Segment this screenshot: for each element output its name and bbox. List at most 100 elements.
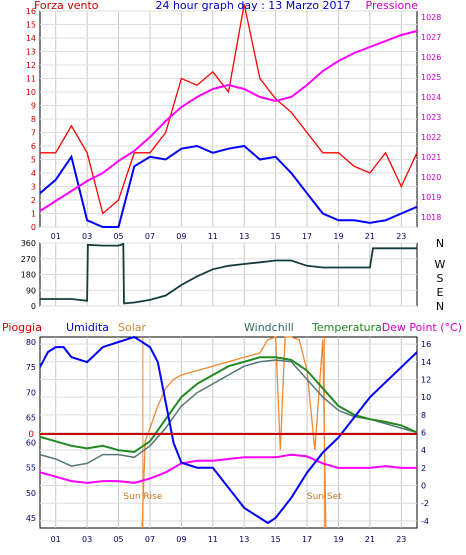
solar-line	[141, 336, 327, 529]
temperature-tick-label: 2	[421, 464, 426, 473]
pressure-tick-label: 1021	[421, 153, 441, 162]
hour-tick-label: 19	[333, 535, 343, 544]
pressure-tick-label: 1023	[421, 113, 441, 122]
hour-tick-label: 05	[113, 535, 123, 544]
wind-speed-tick-label: 8	[31, 115, 36, 124]
hour-tick-label: 01	[51, 232, 61, 241]
pressure-tick-label: 1026	[421, 53, 441, 62]
pressure-tick-label: 1022	[421, 133, 441, 142]
hour-tick-label: 21	[365, 232, 375, 241]
hour-tick-label: 23	[396, 232, 406, 241]
hour-tick-label: 15	[271, 232, 281, 241]
pressure-tick-label: 1025	[421, 73, 441, 82]
wind-speed-tick-label: 1	[31, 210, 36, 219]
rain-label: Pioggia	[2, 321, 42, 334]
humidity-tick-label: 70	[26, 388, 36, 397]
hour-tick-label: 15	[271, 535, 281, 544]
humidity-label: Umidita	[66, 321, 109, 334]
average-wind-line	[39, 144, 418, 228]
wind-direction-series	[40, 242, 417, 305]
hour-tick-label: 23	[396, 535, 406, 544]
wind-speed-tick-label: 2	[31, 196, 36, 205]
pressure-label: Pressione	[366, 0, 419, 12]
wind-speed-tick-label: 5	[31, 156, 36, 165]
wind-hour-axis: 01 03 05 07 09 11 13 15 17 19 21 23	[51, 232, 407, 241]
temperature-axis: -4 -2 0 2 4 6 8 10 12 14 16	[421, 340, 431, 526]
pressure-axis: 1018 1019 1020 1021 1022 1023 1024 1025 1026 1027…	[421, 13, 441, 222]
sunrise-label: Sun Rise	[123, 492, 162, 502]
hour-tick-label: 19	[333, 232, 343, 241]
wind-speed-tick-label: 3	[31, 183, 36, 192]
compass-label: W	[435, 258, 446, 271]
hour-tick-label: 21	[365, 535, 375, 544]
pressure-tick-label: 1024	[421, 93, 441, 102]
temperature-tick-label: 16	[421, 340, 431, 349]
wind-gust-line	[40, 4, 418, 215]
hour-tick-label: 09	[176, 535, 186, 544]
windchill-label: Windchill	[244, 321, 294, 334]
dew-point-line	[39, 453, 417, 484]
temperature-tick-label: 4	[421, 446, 426, 455]
temperature-line	[39, 356, 418, 454]
compass-label: N	[436, 300, 444, 313]
compass-label: N	[436, 237, 444, 250]
temperature-label: Temperatura	[311, 321, 382, 334]
wind-direction-line	[40, 242, 417, 305]
compass-label: E	[437, 286, 444, 299]
wind-speed-tick-label: 15	[26, 21, 36, 30]
graph-title: 24 hour graph day : 13 Marzo 2017	[155, 0, 350, 12]
pressure-line	[39, 30, 418, 212]
wind-speed-tick-label: 11	[26, 75, 36, 84]
wind-direction-axis: 0 90 180 270 360	[21, 239, 36, 311]
temperature-humidity-series	[39, 335, 418, 529]
sunset-label: Sun Set	[307, 492, 342, 502]
temperature-tick-label: 0	[421, 482, 426, 491]
pressure-tick-label: 1020	[421, 173, 441, 182]
hour-tick-label: 13	[239, 535, 249, 544]
humidity-axis: 45 50 55 60 65 70 75 80	[26, 338, 36, 523]
wind-pressure-series	[39, 4, 418, 228]
temperature-tick-label: -2	[421, 499, 429, 508]
hour-tick-label: 07	[145, 232, 155, 241]
pressure-tick-label: 1027	[421, 33, 441, 42]
wind-direction-grid	[40, 242, 417, 307]
humidity-tick-label: 55	[26, 464, 36, 473]
wind-speed-tick-label: 0	[31, 223, 36, 232]
wind-speed-tick-label: 9	[31, 102, 36, 111]
pressure-tick-label: 1018	[421, 213, 441, 222]
temperature-tick-label: 6	[421, 429, 426, 438]
hour-tick-label: 17	[302, 535, 312, 544]
wind-direction-tick-label: 90	[26, 286, 36, 295]
temperature-tick-label: 10	[421, 393, 431, 402]
compass-label: S	[437, 272, 444, 285]
wind-force-label: Forza vento	[34, 0, 99, 12]
humidity-line	[39, 335, 418, 525]
humidity-tick-label: 65	[26, 413, 36, 422]
pressure-tick-label: 1028	[421, 13, 441, 22]
hour-tick-label: 01	[51, 535, 61, 544]
dew-point-label: Dew Point (°C)	[382, 321, 462, 334]
wind-speed-tick-label: 6	[31, 142, 36, 151]
temperature-tick-label: 8	[421, 411, 426, 420]
wind-direction-tick-label: 180	[21, 271, 36, 280]
wind-speed-tick-label: 13	[26, 48, 36, 57]
hour-tick-label: 13	[239, 232, 249, 241]
wind-speed-tick-label: 14	[26, 34, 36, 43]
solar-label: Solar	[118, 321, 147, 334]
wind-speed-tick-label: 10	[26, 88, 36, 97]
hour-tick-label: 09	[176, 232, 186, 241]
hour-tick-label: 07	[145, 535, 155, 544]
hour-tick-label: 03	[82, 535, 92, 544]
humidity-tick-label: 50	[26, 489, 36, 498]
temperature-tick-label: 14	[421, 358, 431, 367]
temperature-tick-label: 12	[421, 375, 431, 384]
humidity-tick-label: 80	[26, 338, 36, 347]
wind-speed-tick-label: 12	[26, 61, 36, 70]
wind-direction-tick-label: 270	[21, 255, 36, 264]
temperature-tick-label: -4	[421, 517, 429, 526]
humidity-tick-label: 60	[26, 439, 36, 448]
